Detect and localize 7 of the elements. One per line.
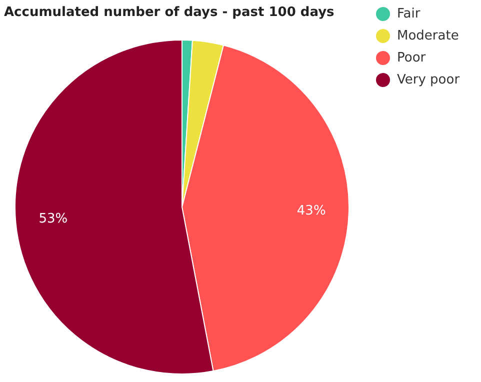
legend-label: Very poor — [397, 72, 460, 88]
legend-label: Poor — [397, 50, 426, 66]
legend-label: Fair — [397, 6, 421, 22]
data-label: 43% — [296, 204, 326, 219]
chart-title: Accumulated number of days - past 100 days — [4, 5, 335, 20]
data-label: 53% — [38, 212, 68, 227]
legend-label: Moderate — [397, 28, 459, 44]
